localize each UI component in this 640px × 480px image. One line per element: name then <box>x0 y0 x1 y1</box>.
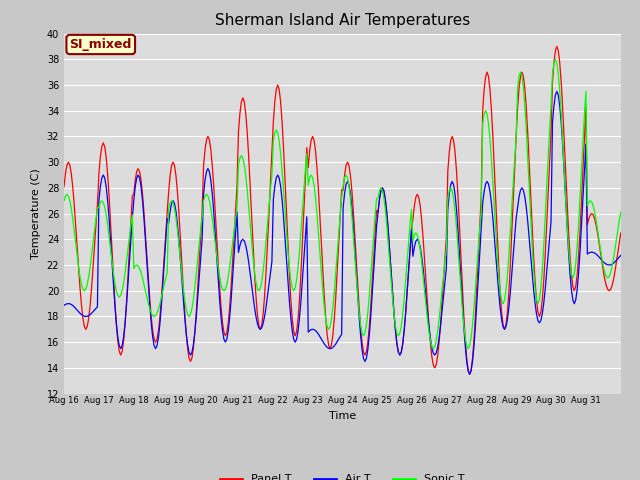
Y-axis label: Temperature (C): Temperature (C) <box>31 168 41 259</box>
Legend: Panel T, Air T, Sonic T: Panel T, Air T, Sonic T <box>216 470 469 480</box>
Text: SI_mixed: SI_mixed <box>70 38 132 51</box>
Panel T <box>541 252 549 258</box>
Air T <box>617 252 625 258</box>
Panel T <box>553 44 561 49</box>
Panel T <box>457 252 465 258</box>
Panel T <box>617 230 625 236</box>
X-axis label: Time: Time <box>329 411 356 421</box>
Panel T <box>346 172 354 178</box>
Sonic T <box>79 286 87 292</box>
Line: Air T: Air T <box>64 92 621 374</box>
Panel T <box>616 240 623 245</box>
Sonic T <box>617 209 625 215</box>
Air T <box>97 184 104 190</box>
Line: Sonic T: Sonic T <box>64 60 621 348</box>
Sonic T <box>429 346 437 351</box>
Sonic T <box>97 200 104 205</box>
Air T <box>60 302 68 308</box>
Title: Sherman Island Air Temperatures: Sherman Island Air Temperatures <box>215 13 470 28</box>
Air T <box>616 254 623 260</box>
Panel T <box>466 372 474 377</box>
Air T <box>553 89 561 95</box>
Sonic T <box>616 217 623 223</box>
Sonic T <box>552 57 559 62</box>
Air T <box>541 286 549 292</box>
Panel T <box>97 154 104 160</box>
Panel T <box>60 184 68 190</box>
Air T <box>457 275 465 281</box>
Air T <box>466 372 474 377</box>
Air T <box>79 312 87 318</box>
Sonic T <box>458 306 466 312</box>
Panel T <box>79 315 87 321</box>
Sonic T <box>541 215 549 221</box>
Sonic T <box>346 196 354 202</box>
Sonic T <box>60 198 68 204</box>
Line: Panel T: Panel T <box>64 47 621 374</box>
Air T <box>346 191 354 196</box>
